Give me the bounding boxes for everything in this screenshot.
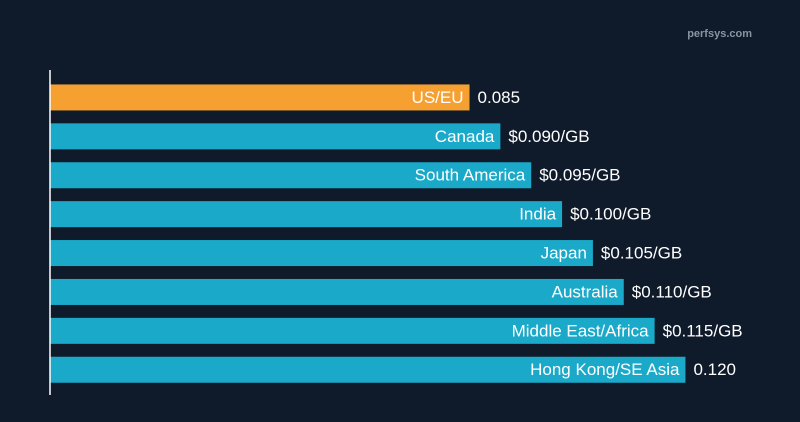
watermark: perfsys.com (687, 28, 752, 40)
category-label: Middle East/Africa (512, 321, 650, 340)
bar (50, 317, 655, 344)
value-label: $0.090/GB (508, 127, 589, 146)
value-label: $0.105/GB (601, 244, 682, 263)
bar (50, 84, 470, 111)
value-label: $0.110/GB (632, 282, 712, 301)
bar (50, 123, 501, 150)
bar (50, 162, 532, 189)
value-label: 0.120 (693, 360, 736, 379)
value-label: 0.085 (478, 88, 521, 107)
category-label: Australia (552, 282, 619, 301)
category-label: Japan (541, 244, 587, 263)
category-label: US/EU (412, 88, 464, 107)
value-label: $0.100/GB (570, 205, 651, 224)
bar (50, 278, 624, 305)
bar (50, 240, 593, 267)
category-label: Hong Kong/SE Asia (530, 360, 680, 379)
bar (50, 201, 563, 228)
category-label: South America (415, 166, 526, 185)
category-label: India (519, 205, 556, 224)
value-label: $0.095/GB (539, 166, 620, 185)
bar (50, 356, 686, 383)
category-label: Canada (435, 127, 495, 146)
value-label: $0.115/GB (663, 321, 743, 340)
